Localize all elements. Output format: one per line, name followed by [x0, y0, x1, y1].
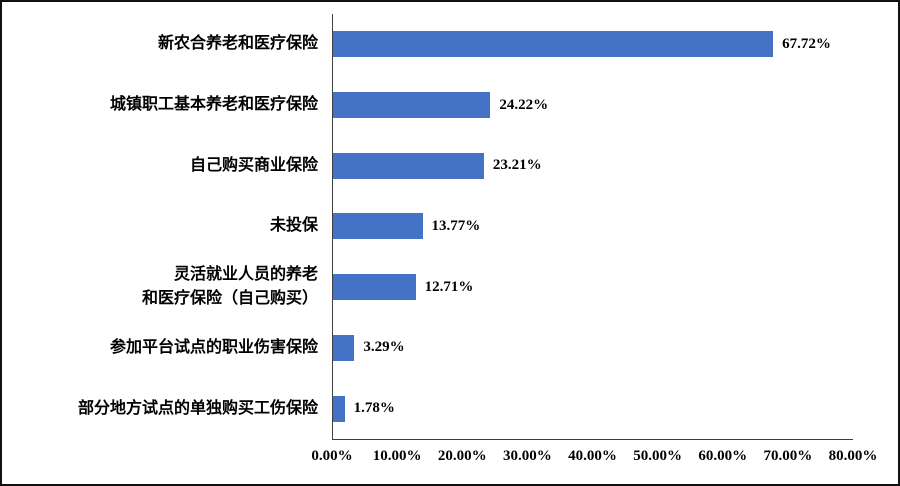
- bar: [333, 92, 491, 119]
- value-label: 1.78%: [353, 400, 395, 417]
- bar-zone: 24.22%: [332, 74, 853, 136]
- bar: [333, 334, 355, 361]
- x-tick-label: 60.00%: [698, 448, 748, 464]
- value-label: 3.29%: [363, 339, 405, 356]
- bar-zone: 13.77%: [332, 196, 853, 257]
- bar-zone: 23.21%: [332, 135, 853, 197]
- chart-row: 城镇职工基本养老和医疗保险 24.22%: [2, 74, 853, 136]
- chart-row: 未投保 13.77%: [2, 196, 853, 257]
- category-label: 灵活就业人员的养老 和医疗保险（自己购买）: [141, 266, 318, 308]
- x-axis-line: [332, 439, 853, 440]
- x-tick-label: 70.00%: [763, 448, 813, 464]
- chart-row: 自己购买商业保险 23.21%: [2, 135, 853, 197]
- bar-zone: 1.78%: [332, 378, 853, 439]
- value-label: 12.71%: [424, 278, 474, 295]
- chart-row: 参加平台试点的职业伤害保险 3.29%: [2, 317, 853, 379]
- category-label: 城镇职工基本养老和医疗保险: [109, 96, 318, 114]
- category-label: 自己购买商业保险: [189, 156, 318, 174]
- value-label: 24.22%: [499, 96, 549, 113]
- bar-zone: 67.72%: [332, 14, 853, 75]
- bar: [333, 395, 345, 422]
- x-tick-label: 30.00%: [503, 448, 552, 464]
- value-label: 23.21%: [492, 157, 542, 174]
- bar: [333, 274, 416, 301]
- x-tick-label: 50.00%: [633, 448, 682, 464]
- bar-chart-plot: 新农合养老和医疗保险 67.72% 城镇职工基本养老和医疗保险 24.22% 自己购买商…: [2, 14, 853, 439]
- bar: [333, 152, 484, 179]
- category-label: 部分地方试点的单独购买工伤保险: [77, 399, 318, 417]
- category-label: 参加平台试点的职业伤害保险: [109, 338, 318, 356]
- value-label: 67.72%: [782, 35, 831, 52]
- value-label: 13.77%: [431, 217, 481, 234]
- bar-zone: 3.29%: [332, 317, 853, 379]
- x-tick-label: 40.00%: [568, 448, 617, 464]
- x-tick-label: 20.00%: [437, 448, 487, 464]
- bar: [333, 31, 774, 58]
- chart-row: 灵活就业人员的养老 和医疗保险（自己购买） 12.71%: [2, 256, 853, 318]
- category-label: 新农合养老和医疗保险: [157, 35, 318, 53]
- bar-zone: 12.71%: [332, 256, 853, 318]
- x-tick-label: 10.00%: [372, 448, 422, 464]
- x-axis-tick-labels: 0.00% 10.00% 20.00% 30.00% 40.00% 50.00% 60.00…: [311, 448, 877, 474]
- bar: [333, 213, 423, 240]
- chart-row: 新农合养老和医疗保险 67.72%: [2, 14, 853, 75]
- x-tick-label: 0.00%: [311, 448, 353, 464]
- x-tick-label: 80.00%: [828, 448, 878, 464]
- category-label: 未投保: [269, 217, 318, 235]
- chart-row: 部分地方试点的单独购买工伤保险 1.78%: [2, 378, 853, 439]
